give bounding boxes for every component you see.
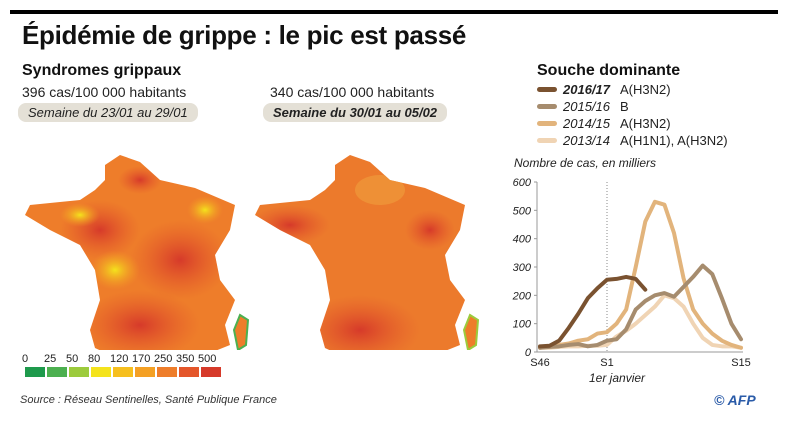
- cases-chart: Nombre de cas, en milliers 0 100 200 300 400…: [512, 156, 751, 385]
- scale-swatch: [201, 367, 221, 377]
- left-map-week: Semaine du 23/01 au 29/01: [18, 103, 198, 122]
- right-map-rate: 340 cas/100 000 habitants: [270, 84, 435, 100]
- scale-swatch: [135, 367, 155, 377]
- corsica: [462, 313, 480, 350]
- y-tick-label: 500: [513, 205, 532, 217]
- scale-swatch: [69, 367, 89, 377]
- y-tick-label: 600: [513, 177, 532, 189]
- strain-legend-item: 2015/16 B: [537, 99, 629, 114]
- scale-label: 80: [88, 353, 101, 365]
- strains-heading: Souche dominante: [537, 62, 681, 79]
- y-tick-label: 100: [513, 319, 532, 331]
- scale-swatch: [179, 367, 199, 377]
- page-title: Épidémie de grippe : le pic est passé: [22, 20, 467, 50]
- maps-heading: Syndromes grippaux: [22, 62, 182, 79]
- scale-label: 50: [66, 353, 79, 365]
- left-map-rate: 396 cas/100 000 habitants: [22, 84, 187, 100]
- source-note: Source : Réseau Sentinelles, Santé Publi…: [20, 394, 277, 406]
- y-axis-label: Nombre de cas, en milliers: [514, 156, 656, 170]
- scale-label: 170: [132, 353, 151, 365]
- series-line-2016-17: [538, 274, 648, 349]
- season: 2014/15: [563, 116, 610, 131]
- y-tick-label: 200: [512, 290, 532, 302]
- y-tick-label: 400: [513, 234, 532, 246]
- x-tick-label: S15: [731, 357, 751, 369]
- scale-swatch: [25, 367, 45, 377]
- series-line-2015-16: [538, 263, 743, 350]
- season: 2013/14: [563, 133, 610, 148]
- season: 2015/16: [563, 99, 610, 114]
- legend-swatch: [537, 121, 557, 126]
- maps: [25, 155, 480, 350]
- strain-legend-item: 2014/15 A(H3N2): [537, 116, 671, 131]
- scale-label: 120: [110, 353, 129, 365]
- legend-swatch: [537, 87, 557, 92]
- map-week-30-jan-05-feb: [255, 155, 480, 350]
- scale-label: 250: [154, 353, 173, 365]
- strain: B: [620, 99, 629, 114]
- corsica: [232, 313, 250, 350]
- afp-logo: © AFP: [714, 392, 756, 408]
- right-map-week: Semaine du 30/01 au 05/02: [263, 103, 448, 122]
- scale-label: 0: [22, 353, 29, 365]
- y-tick-label: 300: [513, 262, 532, 274]
- strain-legend-item: 2016/17 A(H3N2): [537, 82, 671, 97]
- scale-label: 500: [198, 353, 217, 365]
- top-rule: [10, 10, 778, 14]
- strain: A(H3N2): [620, 116, 671, 131]
- scale-label: 350: [176, 353, 195, 365]
- strain: A(H3N2): [620, 82, 671, 97]
- strain: A(H1N1), A(H3N2): [620, 133, 728, 148]
- x-tick-label: S1: [600, 357, 613, 369]
- scale-swatch: [113, 367, 133, 377]
- strain-legend-item: 2013/14 A(H1N1), A(H3N2): [537, 133, 728, 148]
- legend-swatch: [537, 104, 557, 109]
- scale-swatch: [91, 367, 111, 377]
- scale-swatch: [157, 367, 177, 377]
- map-week-23-29-jan: [25, 155, 250, 350]
- legend-swatch: [537, 138, 557, 143]
- scale-swatch: [47, 367, 67, 377]
- x-tick-label: S46: [530, 357, 550, 369]
- y-tick-label: 0: [525, 347, 532, 359]
- scale-label: 25: [44, 353, 57, 365]
- x-annotation: 1er janvier: [589, 371, 646, 385]
- season: 2016/17: [563, 82, 610, 97]
- series-line-2014-15: [538, 199, 743, 350]
